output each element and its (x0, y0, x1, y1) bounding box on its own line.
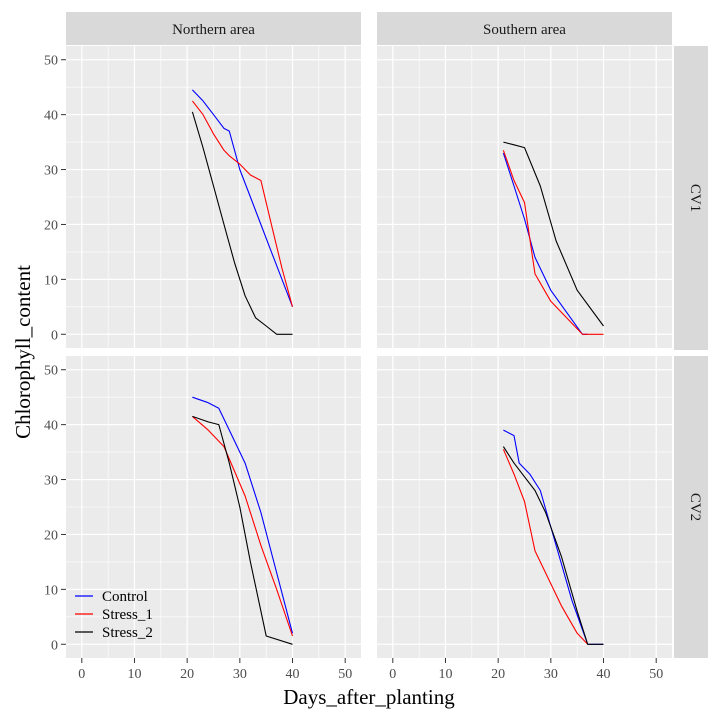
panels-layer (66, 46, 672, 658)
y-tick-label: 50 (44, 54, 58, 69)
series-line-stress-1 (502, 150, 604, 335)
y-tick-label: 40 (44, 419, 58, 434)
strip-northern-area (66, 12, 361, 45)
series-line-control (192, 89, 294, 307)
y-tick-label: 10 (44, 273, 58, 288)
x-tick-label: 10 (438, 667, 452, 682)
x-tick-label: 40 (597, 667, 611, 682)
y-tick-label: 10 (44, 583, 58, 598)
y-axis-title: Chlorophyll_content (11, 265, 35, 439)
y-tick-label: 0 (51, 638, 58, 653)
panel-southern-area-cv1 (377, 46, 672, 348)
series-line-control (502, 152, 588, 335)
legend-label-stress-2: Stress_2 (102, 625, 153, 641)
series-line-stress-2 (192, 415, 293, 645)
x-tick-label: 0 (389, 667, 396, 682)
series-line-stress-1 (191, 100, 294, 307)
strip-label-southern-area: Southern area (483, 22, 566, 38)
axis-ticks: 0 10 20 30 40 50 0 10 20 30 40 50 0 10 20 30 40 50 0 10 20 30… (44, 54, 663, 682)
strip-cv1 (674, 46, 708, 350)
x-tick-label: 20 (180, 667, 194, 682)
x-tick-label: 30 (544, 667, 558, 682)
y-tick-label: 30 (44, 164, 58, 179)
x-tick-label: 40 (286, 667, 300, 682)
y-tick-label: 40 (44, 109, 58, 124)
x-tick-label: 10 (127, 667, 141, 682)
series-line-control (192, 396, 294, 634)
legend-label-control: Control (102, 589, 148, 605)
strip-label-cv1: CV1 (687, 184, 703, 212)
panel-northern-area-cv1 (66, 46, 361, 348)
x-tick-label: 30 (233, 667, 247, 682)
legend: Control Stress_1 Stress_2 (75, 589, 153, 641)
facet-strips: Northern area Southern area CV1 CV2 (66, 12, 708, 658)
panel-northern-area-cv2 (66, 356, 361, 658)
x-tick-label: 50 (649, 667, 663, 682)
series-line-stress-1 (502, 449, 589, 645)
y-tick-label: 0 (51, 328, 58, 343)
y-tick-label: 50 (44, 364, 58, 379)
legend-label-stress-1: Stress_1 (102, 607, 153, 623)
strip-label-cv2: CV2 (687, 493, 703, 521)
x-tick-label: 50 (338, 667, 352, 682)
strip-cv2 (674, 356, 708, 658)
x-tick-label: 0 (78, 667, 85, 682)
series-line-control (503, 429, 604, 645)
y-tick-label: 20 (44, 528, 58, 543)
series-line-stress-2 (502, 446, 604, 645)
x-axis-title: Days_after_planting (283, 685, 455, 709)
strip-label-northern-area: Northern area (172, 22, 255, 38)
series-line-stress-2 (191, 111, 293, 335)
y-tick-label: 30 (44, 474, 58, 489)
x-tick-label: 20 (491, 667, 505, 682)
panel-southern-area-cv2 (377, 356, 672, 658)
series-line-stress-2 (503, 141, 604, 327)
y-tick-label: 20 (44, 218, 58, 233)
strip-southern-area (377, 12, 672, 45)
series-line-stress-1 (192, 415, 294, 637)
